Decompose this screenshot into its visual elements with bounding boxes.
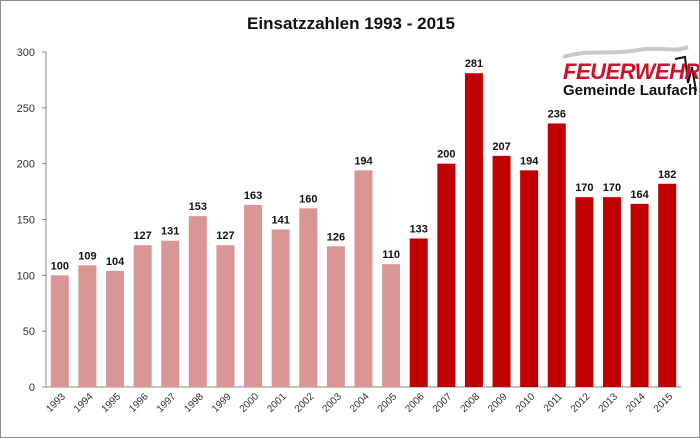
bar-2010 [520,170,539,387]
data-label-2002: 160 [299,193,317,205]
data-label-2009: 207 [492,141,510,153]
x-tick-label: 2002 [293,391,317,415]
y-tick-label: 250 [17,103,35,115]
data-label-2010: 194 [520,155,539,167]
bar-1997 [161,240,180,387]
x-tick-label: 2014 [624,391,648,415]
bar-1993 [50,275,69,387]
x-tick-label: 1998 [182,391,206,415]
y-tick-label: 0 [29,382,35,394]
bar-2002 [299,208,318,387]
bar-1994 [78,265,97,387]
logo-graphic [563,45,697,92]
bar-1995 [106,270,125,387]
bar-2001 [271,229,290,387]
data-label-2000: 163 [244,190,262,202]
y-tick-label: 300 [17,47,35,59]
bar-1998 [188,216,207,387]
data-label-2006: 133 [410,223,428,235]
x-tick-label: 2003 [321,391,345,415]
data-label-2005: 110 [382,249,400,261]
x-tick-label: 1994 [72,391,96,415]
bar-2000 [244,204,263,387]
x-tick-label: 2000 [238,391,262,415]
bar-2006 [409,238,428,387]
x-tick-label: 2008 [459,391,483,415]
data-label-1995: 104 [106,256,125,268]
x-tick-label: 1993 [44,391,68,415]
data-label-2013: 170 [603,182,621,194]
data-label-1997: 131 [161,226,179,238]
bar-2003 [326,246,345,387]
data-label-1994: 109 [78,250,96,262]
bar-1999 [216,245,235,387]
x-tick-label: 1996 [127,391,151,415]
data-label-2011: 236 [548,108,566,120]
x-tick-label: 2013 [597,391,621,415]
bar-2014 [630,203,649,387]
feuerwehr-logo: FEUERWEHR Gemeinde Laufach [563,45,700,99]
bar-2007 [437,163,456,387]
bar-2011 [547,123,566,387]
x-tick-label: 1995 [100,391,124,415]
chart-title: Einsatzzahlen 1993 - 2015 [247,14,455,33]
x-tick-label: 2006 [403,391,427,415]
bar-2008 [464,73,483,387]
bar-2015 [658,183,677,387]
x-tick-label: 2010 [514,391,538,415]
data-label-2004: 194 [354,155,373,167]
y-tick-label: 100 [17,270,35,282]
data-label-2014: 164 [630,189,649,201]
x-tick-label: 2011 [542,391,565,414]
x-tick-label: 2004 [348,391,372,415]
data-label-2015: 182 [658,169,676,181]
x-tick-label: 2001 [265,391,289,415]
data-label-1996: 127 [133,230,151,242]
data-label-2012: 170 [575,182,593,194]
data-label-2001: 141 [271,215,289,227]
y-tick-label: 150 [17,215,35,227]
x-tick-label: 2015 [652,391,676,415]
bar-2005 [382,264,401,387]
data-label-1999: 127 [216,230,234,242]
bar-2012 [575,197,594,387]
logo-gemeinde-text: Gemeinde Laufach [563,82,698,99]
data-label-2008: 281 [465,58,483,70]
x-tick-label: 2005 [376,391,400,415]
bar-1996 [133,245,152,387]
x-tick-label: 2007 [431,391,455,415]
data-label-1993: 100 [51,260,69,272]
logo-feuerwehr-text: FEUERWEHR [563,59,700,84]
data-label-1998: 153 [189,201,207,213]
y-tick-label: 50 [23,326,35,338]
bar-2004 [354,170,373,387]
y-tick-label: 200 [17,159,35,171]
x-tick-label: 2009 [486,391,510,415]
data-label-2007: 200 [437,149,455,161]
bar-2009 [492,155,511,387]
x-tick-label: 1997 [155,391,179,415]
x-tick-label: 1999 [210,391,234,415]
bar-2013 [602,197,621,387]
x-tick-label: 2012 [569,391,593,415]
data-label-2003: 126 [327,231,345,243]
